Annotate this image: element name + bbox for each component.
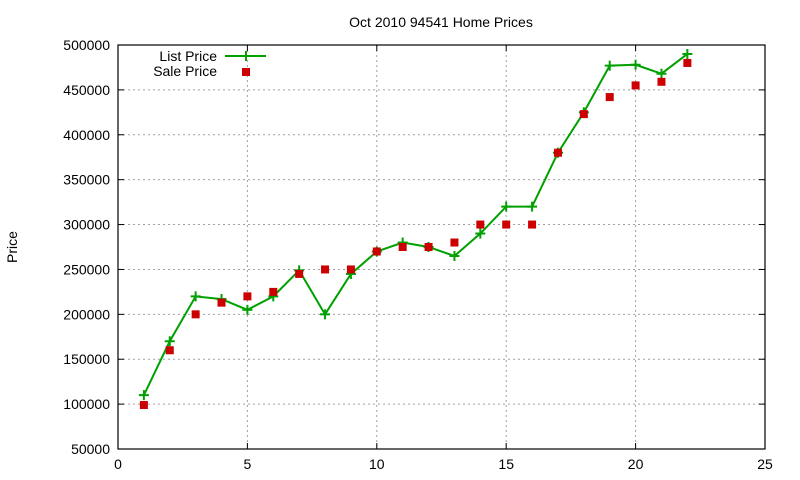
square-marker-icon	[321, 265, 330, 274]
grid-lines	[118, 45, 765, 449]
y-tick-label: 200000	[63, 306, 110, 322]
x-tick-label: 10	[369, 456, 385, 472]
plus-marker-icon	[190, 291, 201, 302]
x-tick-label: 20	[628, 456, 644, 472]
y-tick-label: 500000	[63, 37, 110, 53]
y-tick-label: 450000	[63, 82, 110, 98]
square-marker-icon	[450, 238, 459, 247]
square-marker-icon	[398, 243, 407, 251]
legend-label-list-price: List Price	[159, 48, 217, 64]
square-marker-icon	[502, 220, 511, 229]
x-tick-label: 15	[498, 456, 514, 472]
square-marker-icon	[528, 220, 537, 229]
plus-marker-icon	[138, 390, 149, 401]
y-tick-label: 300000	[63, 217, 110, 233]
square-marker-icon	[579, 110, 588, 119]
x-tick-labels: 0 5 10 15 20 25	[114, 456, 773, 472]
sale-price-series	[139, 58, 692, 410]
plus-marker-icon	[242, 304, 253, 315]
plus-marker-icon	[604, 60, 615, 71]
square-marker-icon	[553, 148, 562, 157]
plot-frame	[117, 44, 766, 450]
legend: List Price Sale Price	[153, 48, 266, 79]
square-marker-icon	[424, 243, 433, 251]
axis-ticks	[117, 44, 766, 450]
square-marker-icon	[605, 93, 614, 102]
x-tick-label: 0	[114, 456, 122, 472]
list-price-line	[142, 53, 688, 396]
square-marker-icon	[631, 81, 640, 90]
y-axis-label: Price	[4, 231, 20, 263]
plus-marker-icon	[630, 59, 641, 70]
y-tick-label: 150000	[63, 351, 110, 367]
square-marker-icon	[139, 401, 148, 410]
legend-label-sale-price: Sale Price	[153, 63, 217, 79]
legend-plus-icon	[241, 51, 251, 61]
plus-marker-icon	[656, 68, 667, 79]
y-tick-label: 50000	[71, 441, 110, 457]
y-tick-labels: 50000 100000 150000 200000 250000 300000 35000…	[63, 37, 110, 457]
plus-marker-icon	[164, 336, 175, 347]
x-tick-label: 5	[244, 456, 252, 472]
plus-marker-icon	[682, 48, 693, 59]
chart-title: Oct 2010 94541 Home Prices	[349, 14, 533, 30]
square-marker-icon	[243, 292, 252, 301]
square-marker-icon	[191, 310, 200, 319]
plus-marker-icon	[449, 250, 460, 261]
y-tick-label: 250000	[63, 261, 110, 277]
square-marker-icon	[372, 247, 381, 256]
plus-marker-icon	[320, 309, 331, 320]
square-marker-icon	[217, 298, 226, 307]
y-tick-label: 400000	[63, 127, 110, 143]
square-marker-icon	[269, 287, 278, 296]
square-marker-icon	[165, 346, 174, 355]
square-marker-icon	[476, 220, 485, 229]
plus-marker-icon	[527, 201, 538, 212]
y-tick-label: 350000	[63, 172, 110, 188]
square-marker-icon	[683, 58, 692, 67]
plus-marker-icon	[475, 228, 486, 239]
square-marker-icon	[657, 77, 666, 86]
square-marker-icon	[346, 265, 355, 274]
x-tick-label: 25	[757, 456, 773, 472]
y-tick-label: 100000	[63, 396, 110, 412]
legend-square-icon	[242, 68, 250, 76]
plus-marker-icon	[501, 201, 512, 212]
square-marker-icon	[295, 269, 304, 278]
